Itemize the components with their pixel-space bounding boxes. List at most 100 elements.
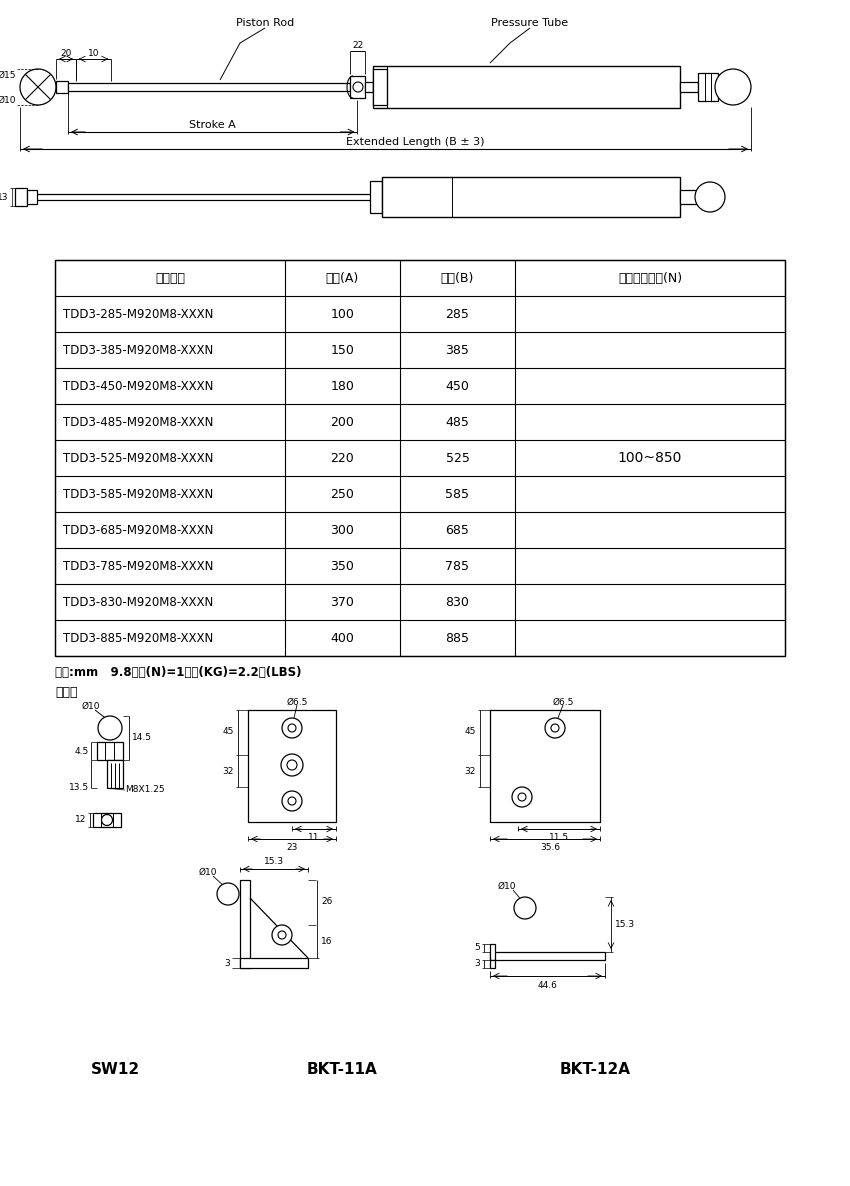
Circle shape: [287, 760, 297, 770]
Text: Piston Rod: Piston Rod: [235, 18, 294, 28]
Text: 685: 685: [445, 523, 469, 536]
Circle shape: [288, 723, 296, 732]
Text: 13: 13: [0, 192, 8, 202]
Text: 250: 250: [331, 487, 354, 500]
Circle shape: [715, 69, 751, 106]
Text: 150: 150: [331, 344, 354, 357]
Text: 100: 100: [331, 307, 354, 320]
Bar: [373, 66, 680, 108]
Bar: [680, 82, 698, 93]
Text: 4.5: 4.5: [75, 746, 89, 755]
Bar: [490, 952, 605, 959]
Circle shape: [272, 925, 292, 945]
Bar: [382, 177, 680, 217]
Text: 585: 585: [445, 487, 469, 500]
Text: 單位:mm   9.8牛蠓(N)=1公斤(KG)=2.2磅(LBS): 單位:mm 9.8牛蠓(N)=1公斤(KG)=2.2磅(LBS): [55, 665, 302, 678]
Text: 32: 32: [223, 766, 234, 776]
Text: 32: 32: [465, 766, 476, 776]
Text: 785: 785: [445, 560, 469, 573]
Bar: [68, 83, 350, 91]
Bar: [248, 710, 336, 822]
Text: Stroke A: Stroke A: [190, 120, 236, 130]
Text: Ø10: Ø10: [0, 96, 16, 104]
Circle shape: [217, 884, 239, 905]
Text: 180: 180: [331, 380, 354, 393]
Text: 11.5: 11.5: [549, 833, 569, 842]
Bar: [93, 812, 121, 827]
Text: 15.3: 15.3: [264, 856, 284, 866]
Bar: [107, 760, 123, 788]
Text: 300: 300: [331, 523, 354, 536]
Text: 選配件: 選配件: [55, 686, 77, 699]
Text: 行程(A): 行程(A): [326, 272, 359, 285]
Bar: [370, 181, 382, 213]
Bar: [27, 190, 37, 204]
Text: 22: 22: [352, 40, 363, 50]
Text: 44.6: 44.6: [537, 982, 558, 990]
Text: 5: 5: [474, 944, 480, 952]
Bar: [698, 74, 718, 101]
Text: BKT-11A: BKT-11A: [307, 1063, 377, 1078]
Text: TDD3-785-M920M8-XXXN: TDD3-785-M920M8-XXXN: [63, 560, 213, 573]
Circle shape: [98, 716, 122, 740]
Text: TDD3-485-M920M8-XXXN: TDD3-485-M920M8-XXXN: [63, 415, 213, 428]
Text: 450: 450: [445, 380, 469, 393]
Bar: [55, 260, 785, 656]
Text: 220: 220: [331, 452, 354, 465]
Circle shape: [282, 718, 302, 738]
Text: Ø6.5: Ø6.5: [286, 697, 308, 707]
Circle shape: [278, 931, 286, 939]
Bar: [680, 190, 698, 204]
Circle shape: [518, 793, 526, 801]
Text: 35.6: 35.6: [540, 843, 560, 853]
Text: 總長(B): 總長(B): [441, 272, 474, 285]
Text: M8X1.25: M8X1.25: [125, 785, 165, 795]
Text: Ø10: Ø10: [82, 701, 100, 710]
Text: 350: 350: [331, 560, 354, 573]
Circle shape: [695, 181, 725, 212]
Text: 485: 485: [445, 415, 469, 428]
Text: 370: 370: [331, 595, 354, 608]
Text: 400: 400: [331, 631, 354, 644]
Text: TDD3-385-M920M8-XXXN: TDD3-385-M920M8-XXXN: [63, 344, 213, 357]
Text: TDD3-450-M920M8-XXXN: TDD3-450-M920M8-XXXN: [63, 380, 213, 393]
Text: 15.3: 15.3: [615, 920, 635, 929]
Polygon shape: [490, 710, 600, 822]
Text: 13.5: 13.5: [69, 783, 89, 791]
Text: 525: 525: [445, 452, 469, 465]
Text: BKT-12A: BKT-12A: [559, 1063, 631, 1078]
Bar: [350, 76, 365, 98]
Bar: [365, 82, 373, 93]
Bar: [15, 189, 27, 206]
Text: 285: 285: [445, 307, 469, 320]
Text: 830: 830: [445, 595, 469, 608]
Text: TDD3-685-M920M8-XXXN: TDD3-685-M920M8-XXXN: [63, 523, 213, 536]
Text: 14.5: 14.5: [132, 733, 152, 742]
Text: Ø10: Ø10: [498, 881, 516, 891]
Text: 45: 45: [465, 727, 476, 737]
Text: 385: 385: [445, 344, 469, 357]
Text: 10: 10: [88, 49, 99, 57]
Bar: [490, 959, 495, 968]
Text: 200: 200: [331, 415, 354, 428]
Circle shape: [282, 791, 302, 811]
Text: TDD3-285-M920M8-XXXN: TDD3-285-M920M8-XXXN: [63, 307, 213, 320]
Text: 產品型號: 產品型號: [155, 272, 185, 285]
Text: 16: 16: [321, 937, 332, 946]
Text: 壓力承製範圍(N): 壓力承製範圍(N): [618, 272, 682, 285]
Text: 26: 26: [321, 898, 332, 906]
Text: Ø10: Ø10: [199, 867, 218, 876]
Text: 885: 885: [445, 631, 469, 644]
Circle shape: [545, 718, 565, 738]
Bar: [490, 944, 495, 959]
Circle shape: [512, 788, 532, 806]
Text: TDD3-525-M920M8-XXXN: TDD3-525-M920M8-XXXN: [63, 452, 213, 465]
Bar: [240, 880, 250, 968]
Text: 45: 45: [223, 727, 234, 737]
Text: Ø15: Ø15: [0, 70, 16, 79]
Text: TDD3-585-M920M8-XXXN: TDD3-585-M920M8-XXXN: [63, 487, 213, 500]
Bar: [240, 958, 308, 968]
Text: TDD3-885-M920M8-XXXN: TDD3-885-M920M8-XXXN: [63, 631, 213, 644]
Text: Extended Length (B ± 3): Extended Length (B ± 3): [346, 138, 484, 147]
Text: TDD3-830-M920M8-XXXN: TDD3-830-M920M8-XXXN: [63, 595, 213, 608]
